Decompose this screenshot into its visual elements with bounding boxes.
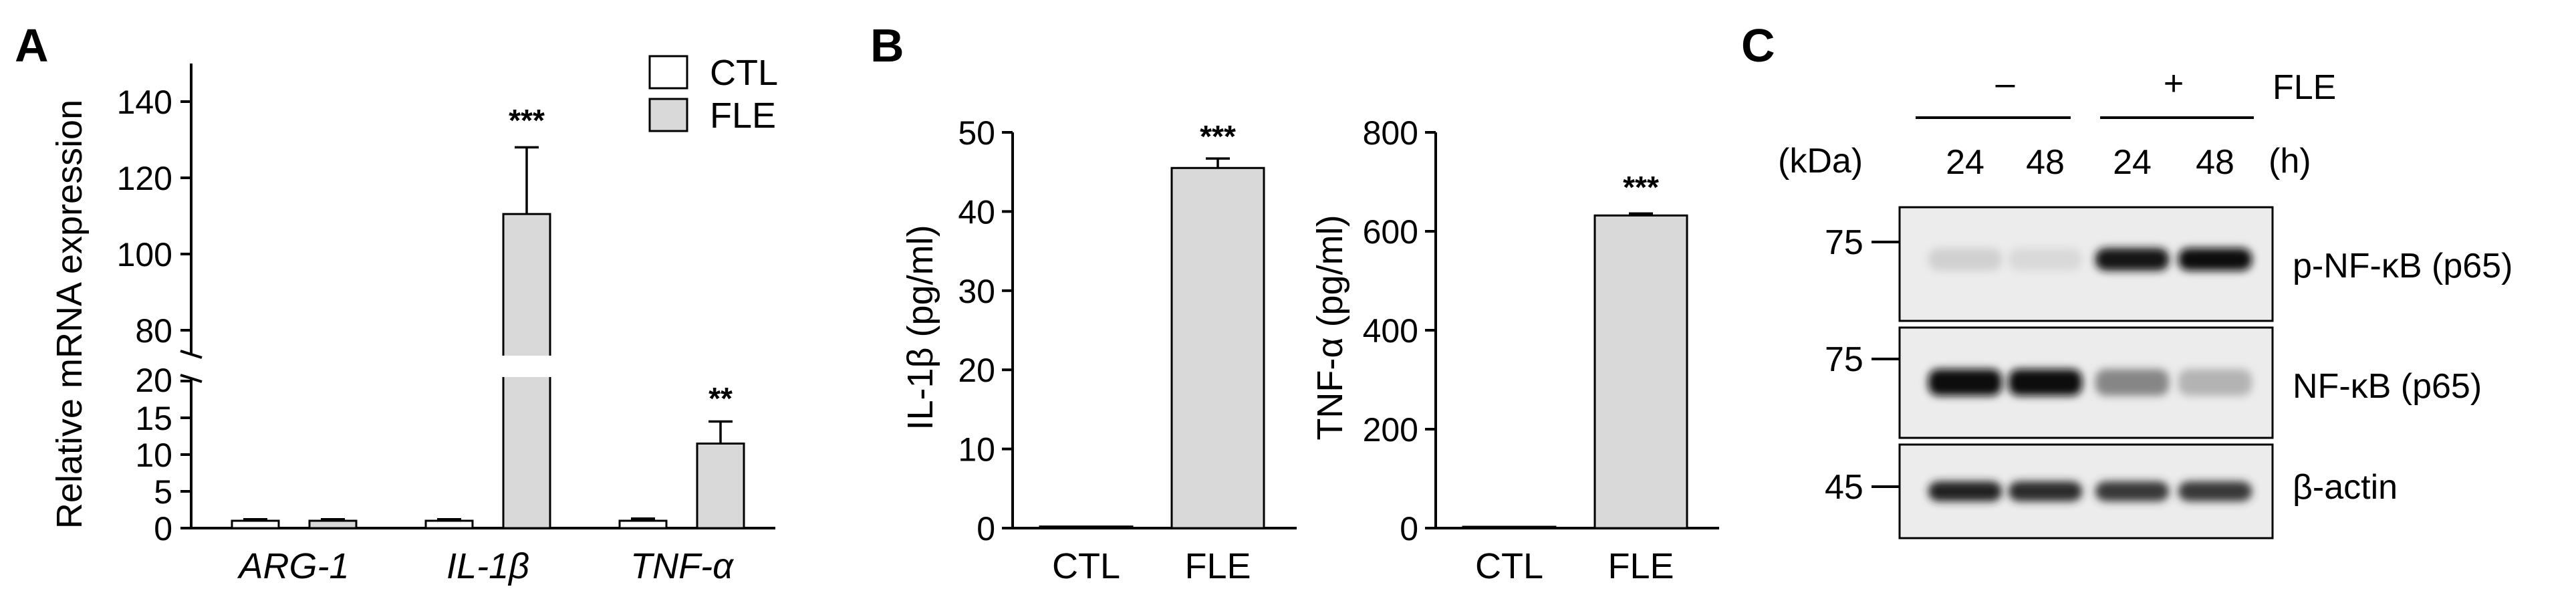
panel-b-il1b-significance: ***	[1200, 119, 1236, 154]
wb-marker-label: 75	[1825, 223, 1863, 262]
wb-band-0-1	[2009, 248, 2082, 271]
axis-break-gap	[495, 356, 561, 377]
panel-a-y-break-mark-lower	[180, 374, 203, 383]
panel-label-a: A	[15, 19, 49, 72]
wb-time-unit: (h)	[2269, 142, 2311, 180]
panel-b-il1b-xtick-label: FLE	[1184, 546, 1251, 586]
panel-b-tnfa-y-axis-title: TNF-α (pg/ml)	[1310, 215, 1350, 440]
bar-ctl-1	[424, 519, 474, 529]
panel-b-il1b-xtick-label: CTL	[1052, 546, 1120, 586]
wb-protein-label: β-actin	[2293, 468, 2398, 507]
panel-b-il1b-ytick-label: 10	[958, 431, 995, 469]
panel-b-tnfa-ytick-label: 600	[1363, 213, 1418, 251]
wb-band-0-3	[2178, 248, 2252, 271]
wb-kda-label: (kDa)	[1778, 142, 1863, 180]
wb-treatment-label: FLE	[2273, 68, 2336, 107]
panel-a-y-break-mark-upper	[180, 350, 203, 359]
wb-band-2-3	[2178, 481, 2252, 501]
panel-b-il1b-ytick-label: 40	[958, 193, 995, 231]
panel-b-il1b-ytick-label: 50	[958, 114, 995, 152]
wb-protein-label: p-NF-κB (p65)	[2293, 247, 2513, 285]
panel-a-ytick-label: 10	[135, 437, 172, 474]
panel-a-significance: **	[709, 381, 733, 416]
wb-blot-row-beta-actin: 45 β-actin	[1825, 443, 2398, 539]
wb-marker-label: 75	[1825, 340, 1863, 379]
wb-band-1-3	[2178, 369, 2252, 396]
wb-band-1-2	[2095, 369, 2169, 396]
panel-b-il1b-ytick-label: 0	[977, 510, 995, 548]
wb-band-2-2	[2095, 481, 2169, 501]
panel-a-xtick-label: ARG-1	[237, 546, 349, 586]
wb-band-2-0	[1928, 481, 2002, 501]
panel-a-ytick-label: 80	[135, 312, 172, 350]
wb-blot-row-p-nfkb: 75 p-NF-κB (p65)	[1825, 206, 2513, 322]
panel-b-il1b-bar-ctl	[1039, 525, 1134, 529]
wb-time-label: 24	[2113, 143, 2152, 182]
bar-ctl-2	[618, 519, 668, 529]
panel-a-ytick-label: 5	[154, 473, 172, 511]
bar-fle-0	[308, 519, 358, 529]
panel-b-tnfa-xtick-label: FLE	[1607, 546, 1674, 586]
wb-group-plus: +	[2164, 64, 2184, 103]
panel-a-y-axis-title: Relative mRNA expression	[49, 100, 90, 529]
panel-b-tnfa-significance: ***	[1623, 170, 1659, 205]
legend-label-fle: FLE	[710, 96, 776, 136]
panel-b-il1b-ytick-label: 20	[958, 352, 995, 389]
panel-b-tnfa-bar-fle	[1593, 214, 1688, 529]
panel-b-tnfa-xtick-label: CTL	[1475, 546, 1543, 586]
panel-a-significance: ***	[509, 103, 545, 138]
panel-b-tnfa-ytick-label: 400	[1363, 312, 1418, 350]
wb-protein-label: NF-κB (p65)	[2293, 367, 2482, 406]
wb-band-2-1	[2009, 481, 2082, 501]
panel-b-il1b-bar-fle	[1170, 166, 1265, 529]
panel-b-il1b-ytick-label: 30	[958, 273, 995, 310]
panel-a-ytick-label: 100	[117, 236, 172, 273]
wb-band-1-0	[1928, 369, 2002, 396]
panel-a-legend: CTL FLE	[648, 53, 778, 136]
panel-b-tnfa-ytick-label: 200	[1363, 411, 1418, 449]
panel-a: A Relative mRNA expression 140 120 100 8…	[15, 19, 778, 586]
panel-label-b: B	[870, 19, 904, 72]
wb-band-0-0	[1928, 248, 2002, 271]
bar-fle-2	[696, 443, 745, 529]
panel-a-ytick-label: 0	[154, 510, 172, 548]
panel-a-bars	[231, 146, 745, 529]
panel-label-c: C	[1741, 19, 1775, 72]
panel-b-il1b-yticks: 0 10 20 30 40 50	[958, 114, 1013, 548]
wb-time-label: 48	[2026, 143, 2065, 182]
wb-blot-row-nfkb: 75 NF-κB (p65)	[1825, 326, 2482, 439]
wb-group-minus: –	[1996, 64, 2015, 103]
panel-a-ytick-label: 15	[135, 400, 172, 437]
legend-swatch-fle	[648, 98, 688, 132]
panel-a-xtick-label: TNF-α	[630, 546, 735, 586]
legend-label-ctl: CTL	[710, 53, 778, 93]
panel-a-ytick-label: 140	[117, 84, 172, 121]
panel-b-il1b-bars	[1039, 157, 1265, 529]
panel-b-tnfa-ytick-label: 0	[1400, 510, 1418, 548]
wb-time-label: 24	[1946, 143, 1984, 182]
legend-swatch-ctl	[648, 55, 688, 90]
wb-band-1-1	[2009, 369, 2082, 396]
panel-c: C – + FLE (kDa) 24 48 24 48 (h) 75 p-NF-…	[1741, 19, 2513, 539]
bar-ctl-0	[231, 519, 280, 529]
panel-a-ytick-label: 120	[117, 160, 172, 197]
panel-b-tnfa-bars	[1462, 212, 1688, 529]
wb-band-0-2	[2095, 248, 2169, 271]
wb-marker-label: 45	[1825, 468, 1863, 507]
panel-a-xtick-label: IL-1β	[446, 546, 529, 586]
wb-time-label: 48	[2196, 143, 2234, 182]
panel-b-tnfa-yticks: 0 200 400 600 800	[1363, 114, 1436, 548]
panel-b-il1b-y-axis-title: IL-1β (pg/ml)	[900, 225, 940, 430]
panel-b-tnfa-bar-ctl	[1462, 525, 1557, 529]
panel-a-ytick-label: 20	[135, 362, 172, 399]
panel-b-tnfa-ytick-label: 800	[1363, 114, 1418, 152]
